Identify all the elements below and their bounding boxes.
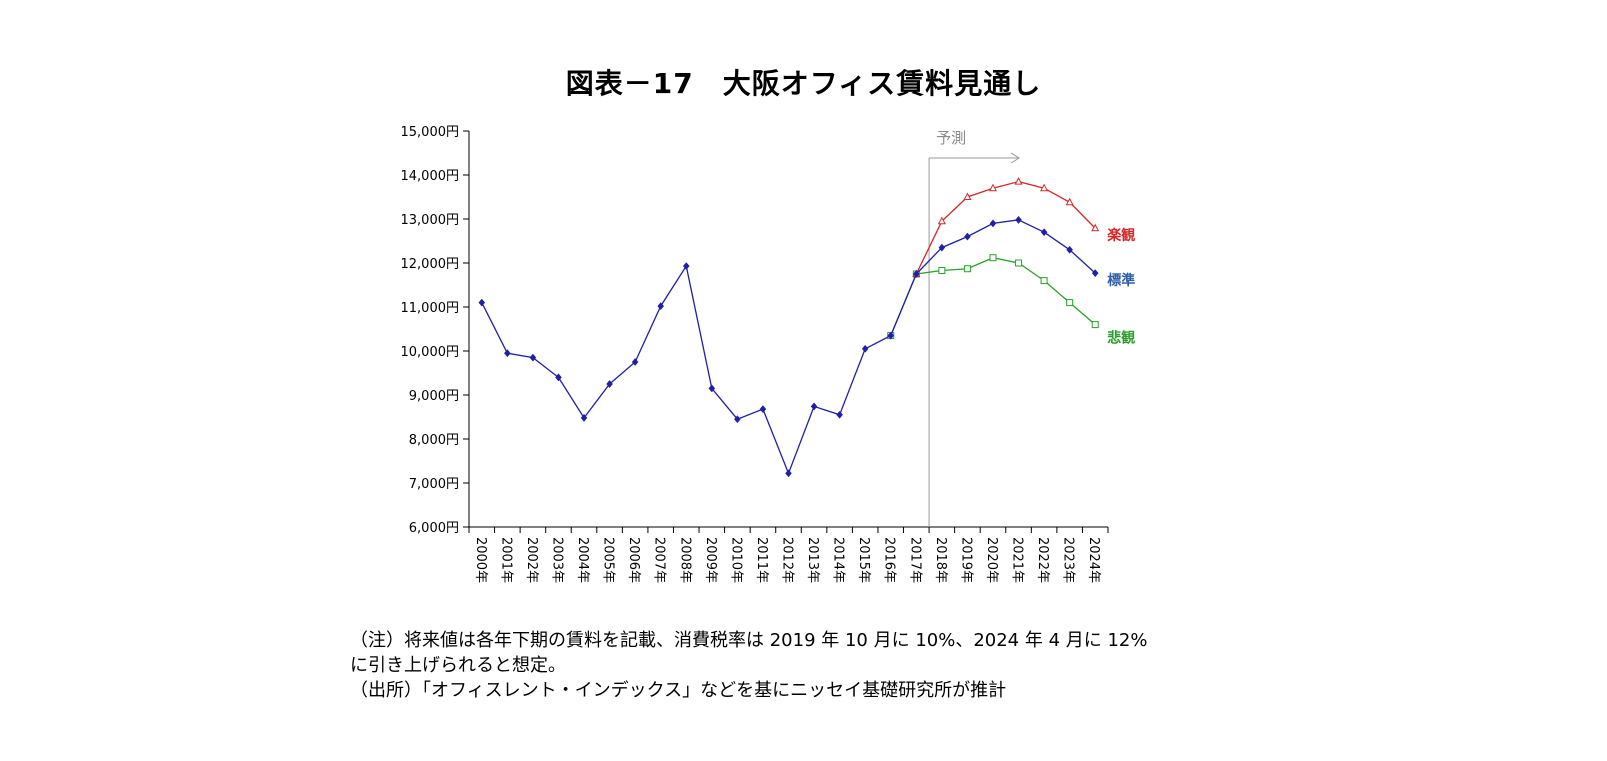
data-point	[810, 402, 818, 411]
series-lines	[478, 177, 1100, 478]
x-tick-label: 2011年	[754, 537, 769, 583]
data-point	[1014, 177, 1023, 185]
axes: 6,000円 7,000円 8,000円 9,000円 10,000円 11,000円 12…	[401, 125, 1109, 583]
data-point	[861, 344, 869, 353]
x-tick-label: 2001年	[498, 537, 513, 583]
forecast-arrowhead	[1010, 152, 1021, 164]
x-tick-label: 2003年	[549, 537, 564, 583]
data-point	[989, 219, 997, 228]
data-point	[682, 262, 690, 271]
x-tick-label: 2018年	[933, 537, 948, 583]
x-tick-label: 2021年	[1010, 537, 1025, 583]
data-point	[1066, 245, 1073, 254]
data-point	[1015, 259, 1023, 267]
y-tick-label: 12,000円	[401, 257, 460, 272]
x-tick-label: 2022年	[1035, 537, 1050, 583]
source-line: （出所）「オフィスレント・インデックス」などを基にニッセイ基礎研究所が推計	[350, 680, 1007, 701]
y-tick-label: 7,000円	[409, 477, 459, 492]
data-point	[836, 410, 843, 419]
data-point	[785, 469, 792, 478]
y-tick-label: 15,000円	[401, 125, 460, 140]
data-point	[1015, 215, 1022, 224]
data-point	[989, 254, 997, 262]
data-point	[938, 266, 946, 274]
x-tick-label: 2008年	[677, 537, 692, 583]
data-point	[1091, 223, 1100, 232]
data-point	[555, 373, 562, 382]
y-tick-label: 6,000円	[409, 521, 459, 536]
data-point	[657, 302, 665, 311]
data-point	[529, 353, 537, 362]
y-tick-label: 11,000円	[401, 301, 460, 316]
x-tick-label: 2005年	[601, 537, 616, 583]
y-tick-label: 9,000円	[409, 389, 459, 404]
data-point	[887, 331, 895, 340]
data-point	[1091, 321, 1099, 329]
series-label: 標準	[1107, 272, 1135, 289]
y-tick-label: 14,000円	[401, 169, 460, 184]
data-point	[912, 270, 920, 278]
series-line-triangle	[915, 180, 1096, 275]
x-tick-label: 2020年	[984, 537, 999, 583]
x-tick-label: 2010年	[728, 537, 743, 583]
data-point	[504, 349, 511, 358]
x-tick-label: 2007年	[652, 537, 667, 583]
data-point	[937, 216, 946, 225]
data-point	[1065, 197, 1074, 206]
series-line-diamond	[481, 219, 1096, 476]
x-tick-label: 2000年	[473, 537, 488, 583]
data-point	[988, 183, 998, 192]
x-tick-label: 2013年	[805, 537, 820, 583]
footnotes: （注）将来値は各年下期の賃料を記載、消費税率は 2019 年 10 月に 10%…	[350, 628, 1147, 703]
data-point	[606, 380, 613, 388]
data-point	[963, 265, 971, 273]
x-tick-label: 2015年	[856, 537, 871, 583]
series-label: 楽観	[1106, 227, 1135, 244]
x-tick-label: 2019年	[958, 537, 973, 583]
data-point	[478, 298, 486, 307]
data-point	[631, 358, 639, 366]
x-tick-label: 2009年	[703, 537, 718, 583]
x-tick-label: 2006年	[626, 537, 641, 583]
data-point	[963, 192, 972, 200]
x-tick-label: 2017年	[907, 537, 922, 583]
data-point	[734, 415, 741, 424]
data-point	[964, 232, 971, 241]
data-point	[1040, 277, 1048, 285]
x-tick-label: 2004年	[575, 537, 590, 583]
data-point	[580, 413, 588, 422]
note-line: （注）将来値は各年下期の賃料を記載、消費税率は 2019 年 10 月に 10%…	[350, 630, 1148, 651]
x-tick-label: 2002年	[524, 537, 539, 583]
chart-title: 図表－17 大阪オフィス賃料見通し	[565, 67, 1042, 100]
data-point	[1040, 228, 1048, 237]
x-tick-label: 2024年	[1086, 537, 1101, 583]
x-tick-label: 2023年	[1061, 537, 1076, 583]
y-tick-label: 10,000円	[401, 345, 460, 360]
data-point	[938, 243, 946, 252]
data-point	[759, 405, 767, 414]
y-tick-label: 8,000円	[409, 433, 459, 448]
x-tick-label: 2014年	[831, 537, 846, 583]
x-tick-label: 2016年	[882, 537, 897, 583]
y-tick-label: 13,000円	[401, 213, 460, 228]
series-label: 悲観	[1107, 330, 1135, 347]
data-point	[1066, 299, 1074, 307]
x-tick-label: 2012年	[780, 537, 795, 583]
note-line: に引き上げられると想定。	[350, 655, 566, 676]
forecast-label: 予測	[936, 129, 966, 147]
data-point	[708, 384, 716, 393]
data-point	[1040, 183, 1049, 192]
data-point	[1091, 269, 1099, 278]
